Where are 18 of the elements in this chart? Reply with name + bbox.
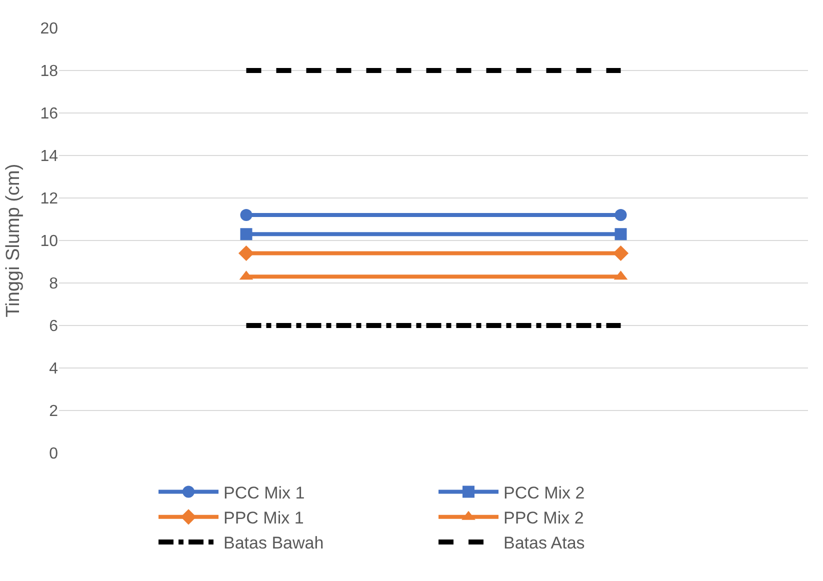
y-tick-label: 0 xyxy=(49,446,58,463)
y-tick-label: 8 xyxy=(49,276,58,293)
y-tick-label: 18 xyxy=(40,63,58,80)
legend-label: Batas Atas xyxy=(504,534,585,553)
legend-label: Batas Bawah xyxy=(224,534,324,553)
legend-label: PPC Mix 1 xyxy=(224,508,304,528)
y-tick-label: 20 xyxy=(40,20,58,38)
legend-label: PPC Mix 2 xyxy=(504,508,584,528)
y-tick-label: 4 xyxy=(49,360,58,378)
legend-label: PCC Mix 1 xyxy=(224,483,305,502)
y-axis-title: Tinggi Slump (cm) xyxy=(3,164,24,318)
y-tick-label: 12 xyxy=(40,190,58,208)
y-tick-label: 2 xyxy=(49,403,58,420)
legend-label: PCC Mix 2 xyxy=(504,483,585,502)
y-tick-label: 14 xyxy=(40,148,58,166)
y-tick-label: 10 xyxy=(40,233,58,250)
y-tick-label: 16 xyxy=(40,106,58,123)
y-tick-label: 6 xyxy=(49,318,58,336)
